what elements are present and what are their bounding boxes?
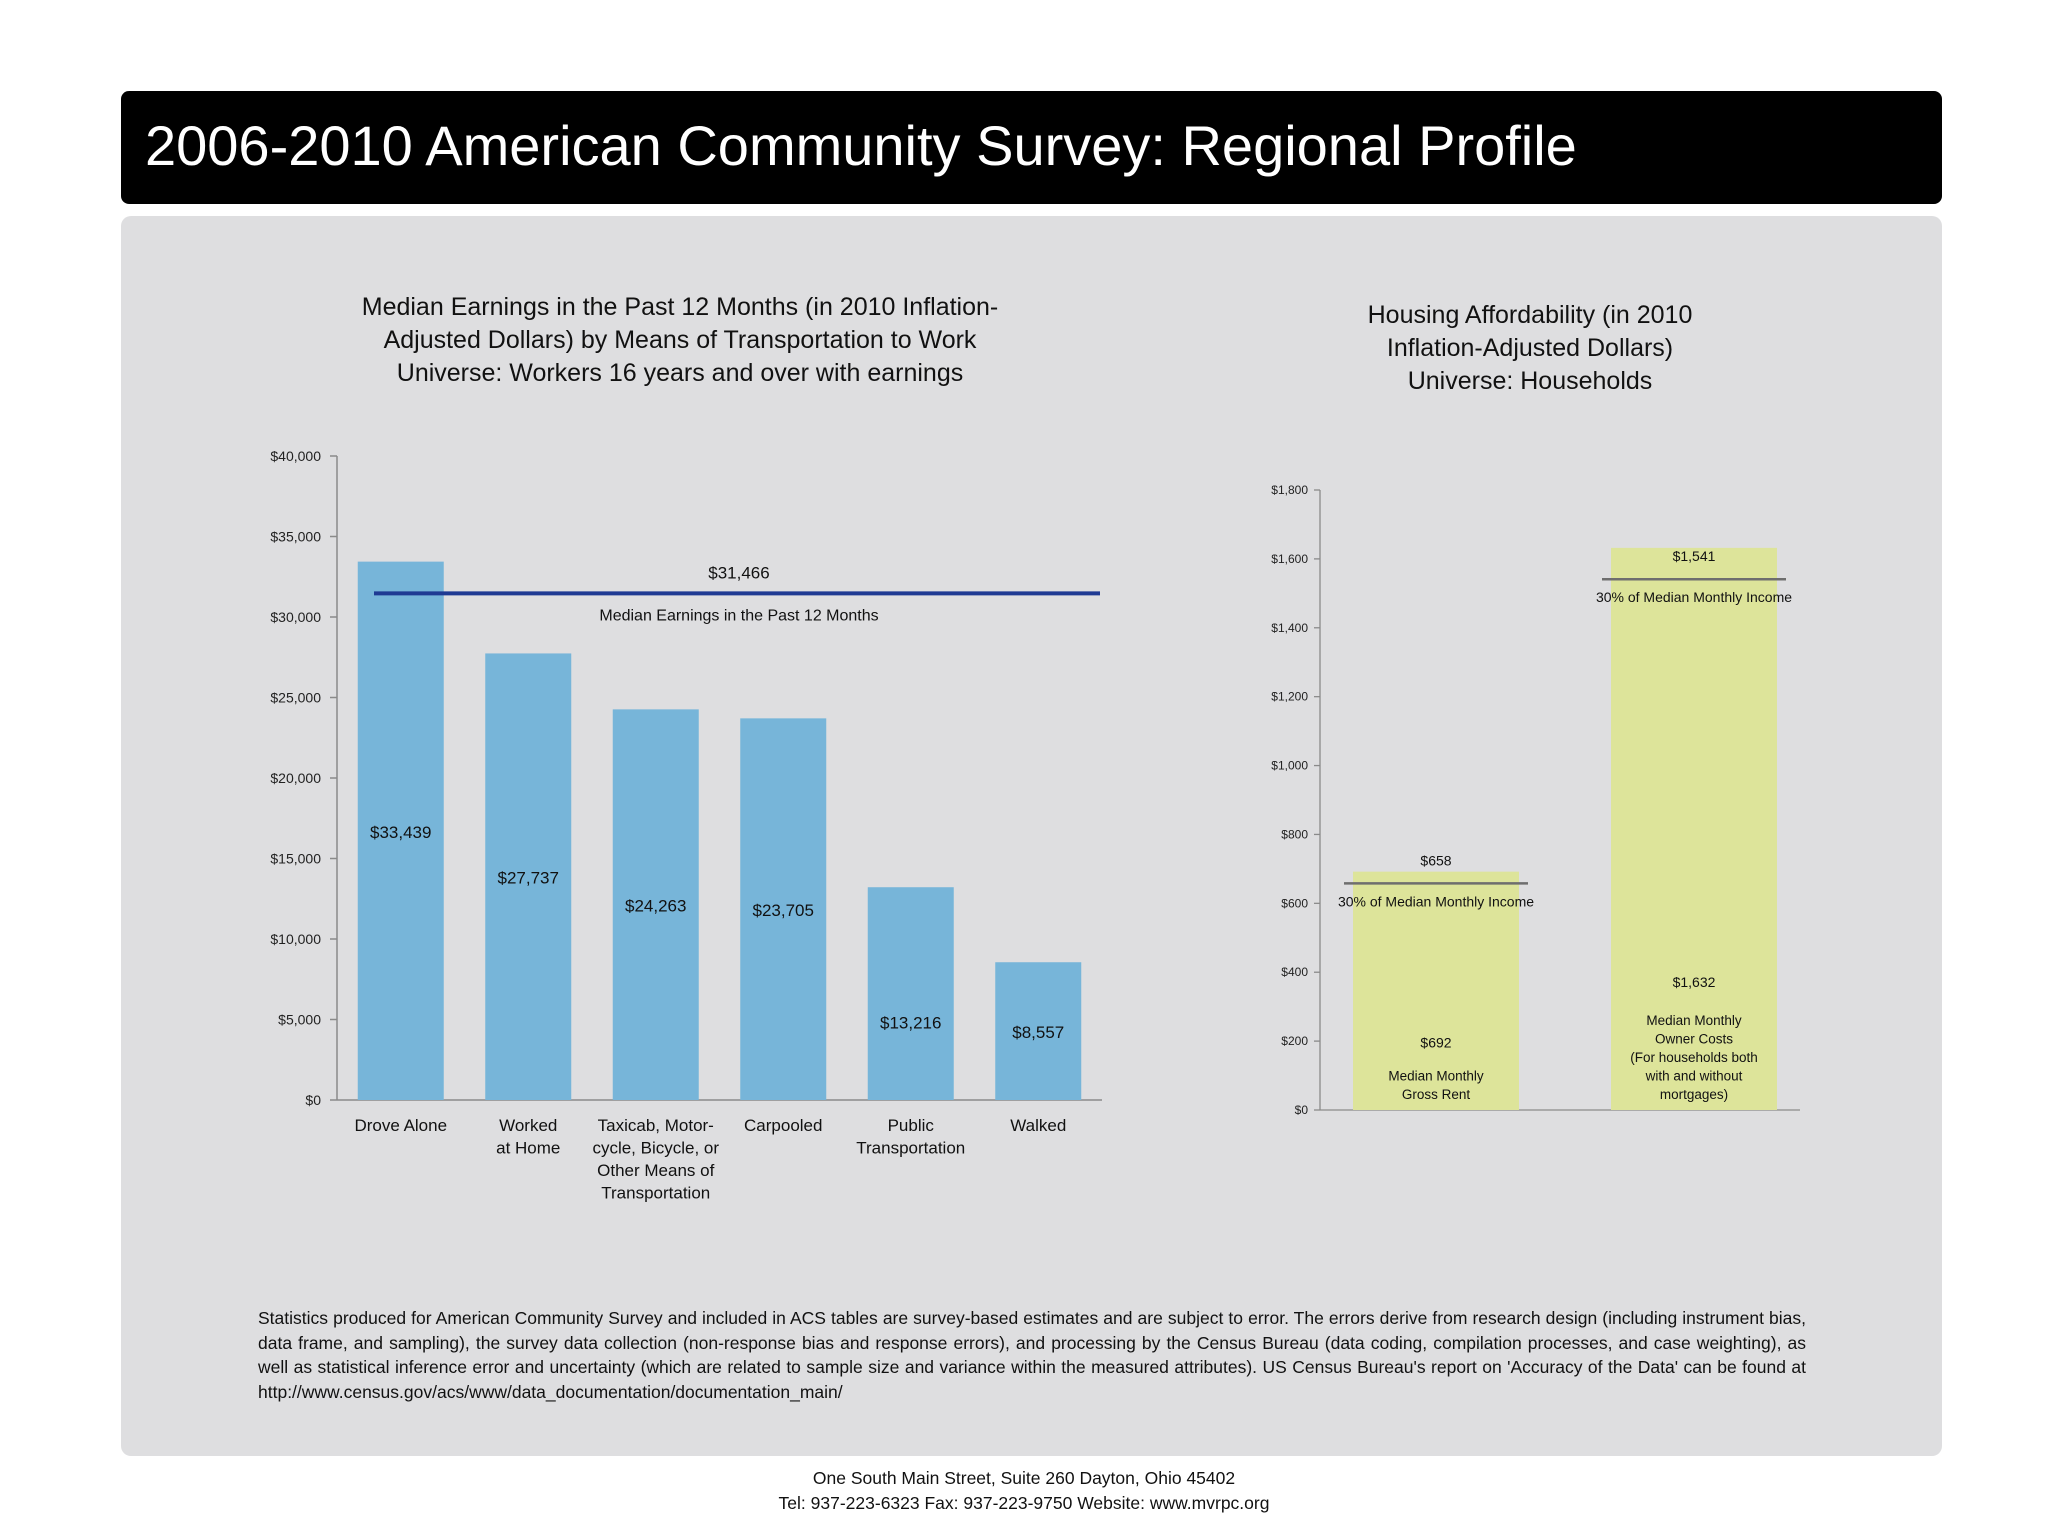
header-banner: 2006-2010 American Community Survey: Reg… xyxy=(121,91,1942,204)
housing-title-line: Universe: Households xyxy=(1407,367,1653,395)
earnings-bar-label: $23,705 xyxy=(753,901,814,920)
earnings-bar-label: $33,439 xyxy=(370,823,431,842)
earnings-category-label: Walked xyxy=(1010,1116,1066,1135)
housing-bar xyxy=(1611,547,1777,1110)
page-title: 2006-2010 American Community Survey: Reg… xyxy=(145,114,1577,177)
housing-y-tick-label: $800 xyxy=(1281,827,1308,841)
threshold-value-label: $658 xyxy=(1420,852,1451,868)
earnings-y-tick-label: $5,000 xyxy=(278,1012,321,1028)
earnings-bar-label: $24,263 xyxy=(625,897,686,916)
housing-bar xyxy=(1353,871,1519,1110)
housing-category-label: mortgages) xyxy=(1660,1087,1728,1102)
earnings-category-label: cycle, Bicycle, or xyxy=(592,1139,719,1158)
housing-category-label: (For households both xyxy=(1630,1050,1758,1065)
earnings-bar xyxy=(612,709,699,1100)
housing-category-label: Owner Costs xyxy=(1655,1032,1733,1047)
earnings-category-label: Public xyxy=(888,1116,935,1135)
earnings-title-line: Universe: Workers 16 years and over with… xyxy=(396,359,964,387)
earnings-y-tick-label: $30,000 xyxy=(270,609,321,625)
housing-category-label: with and without xyxy=(1645,1069,1743,1084)
median-earnings-value: $31,466 xyxy=(708,563,769,582)
housing-value-label: $692 xyxy=(1420,1035,1451,1051)
footer-address: One South Main Street, Suite 260 Dayton,… xyxy=(812,1468,1236,1488)
housing-y-tick-label: $600 xyxy=(1281,896,1308,910)
earnings-chart-title: Median Earnings in the Past 12 Months (i… xyxy=(330,291,1030,390)
earnings-y-tick-label: $40,000 xyxy=(270,448,321,464)
earnings-bar xyxy=(867,887,954,1100)
housing-value-label: $1,632 xyxy=(1673,974,1716,990)
housing-category-label: Median Monthly xyxy=(1388,1069,1484,1084)
housing-y-tick-label: $1,000 xyxy=(1271,759,1308,773)
earnings-title-line: Adjusted Dollars) by Means of Transporta… xyxy=(383,326,977,354)
earnings-category-label: Taxicab, Motor- xyxy=(598,1116,714,1135)
earnings-y-tick-label: $15,000 xyxy=(270,851,321,867)
earnings-bar xyxy=(485,653,572,1100)
housing-y-tick-label: $1,200 xyxy=(1271,690,1308,704)
housing-category-label: Median Monthly xyxy=(1646,1013,1742,1028)
earnings-bar xyxy=(995,962,1082,1100)
threshold-value-label: $1,541 xyxy=(1673,548,1716,564)
housing-y-tick-label: $1,400 xyxy=(1271,621,1308,635)
earnings-title-line: Median Earnings in the Past 12 Months (i… xyxy=(361,293,999,321)
earnings-bar-label: $13,216 xyxy=(880,1014,941,1033)
earnings-category-label: Transportation xyxy=(856,1139,965,1158)
housing-y-tick-label: $1,600 xyxy=(1271,552,1308,566)
earnings-category-label: Transportation xyxy=(601,1184,710,1203)
earnings-bar xyxy=(740,718,827,1100)
footer: One South Main Street, Suite 260 Dayton,… xyxy=(0,1466,2048,1516)
earnings-bar xyxy=(357,561,444,1100)
earnings-category-label: Carpooled xyxy=(744,1116,822,1135)
housing-y-tick-label: $1,800 xyxy=(1271,483,1308,497)
earnings-category-label: Worked xyxy=(499,1116,557,1135)
median-earnings-caption: Median Earnings in the Past 12 Months xyxy=(599,607,878,624)
earnings-y-tick-label: $25,000 xyxy=(270,690,321,706)
housing-title-line: Inflation-Adjusted Dollars) xyxy=(1386,334,1674,362)
housing-y-tick-label: $200 xyxy=(1281,1034,1308,1048)
earnings-y-tick-label: $35,000 xyxy=(270,529,321,545)
earnings-category-label: Drove Alone xyxy=(354,1116,447,1135)
housing-title-line: Housing Affordability (in 2010 xyxy=(1367,301,1693,329)
footer-contact: Tel: 937-223-6323 Fax: 937-223-9750 Webs… xyxy=(778,1493,1270,1513)
housing-y-tick-label: $0 xyxy=(1295,1103,1309,1117)
earnings-category-label: at Home xyxy=(496,1139,560,1158)
earnings-y-tick-label: $0 xyxy=(305,1092,321,1108)
earnings-y-tick-label: $20,000 xyxy=(270,770,321,786)
earnings-bar-label: $8,557 xyxy=(1012,1023,1064,1042)
housing-chart-title: Housing Affordability (in 2010 Inflation… xyxy=(1290,299,1770,398)
earnings-category-label: Other Means of xyxy=(597,1161,714,1180)
threshold-caption: 30% of Median Monthly Income xyxy=(1596,589,1792,605)
disclaimer-text: Statistics produced for American Communi… xyxy=(258,1308,1806,1402)
earnings-y-tick-label: $10,000 xyxy=(270,931,321,947)
threshold-caption: 30% of Median Monthly Income xyxy=(1338,893,1534,909)
housing-y-tick-label: $400 xyxy=(1281,965,1308,979)
earnings-bar-label: $27,737 xyxy=(498,869,559,888)
housing-category-label: Gross Rent xyxy=(1402,1087,1471,1102)
